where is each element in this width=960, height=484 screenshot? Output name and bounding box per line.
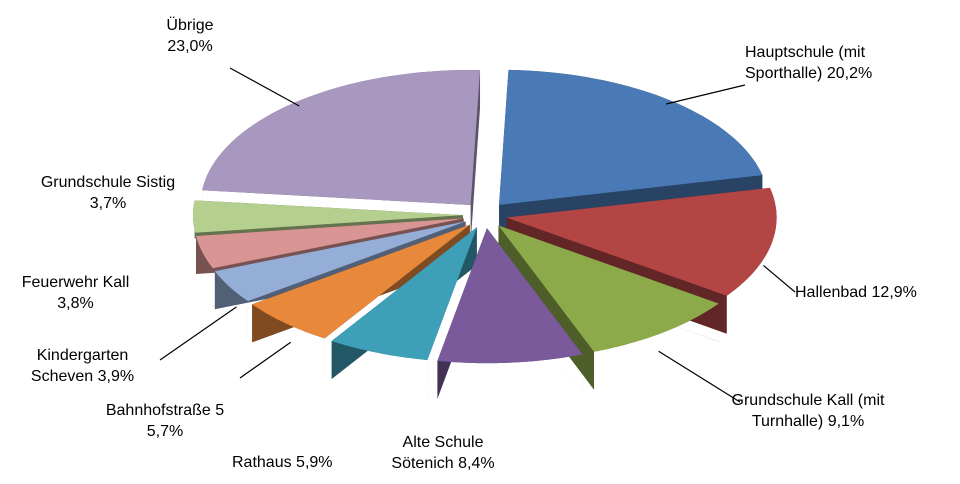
slice [506,187,777,296]
category-name: Grundschule Kall (mit Turnhalle) [731,392,885,430]
leader-line [229,67,300,107]
leader-line [665,84,746,105]
category-name: Alte Schule Sötenich [391,434,484,472]
category-name: Bahnhofstraße 5 [105,402,225,419]
slice-label: Grundschule Kall (mit Turnhalle) 9,1% [728,390,888,432]
leader-line [239,341,292,379]
leader-line [763,264,796,293]
category-name: Feuerwehr Kall [21,274,130,291]
category-name: Hallenbad [795,284,868,301]
value-label: 3,8% [57,295,94,312]
leader-line [658,350,741,403]
slice [252,224,470,339]
slice [499,69,763,205]
value-label: 5,7% [146,423,184,440]
value-label: 9,1% [827,413,865,430]
category-name: Rathaus [232,454,292,471]
slice [193,200,464,233]
leader-line [159,306,237,361]
category-name: Kindergarten Scheven [30,347,129,385]
value-label: 23,0% [167,38,213,55]
value-label: 8,4% [458,455,495,472]
value-label: 3,7% [89,195,127,212]
slice-label: Kindergarten Scheven 3,9% [10,345,155,387]
slice-label: Hallenbad 12,9% [795,282,960,303]
value-label: 20,2% [826,65,873,82]
slice [437,228,583,364]
slice-label: Feuerwehr Kall 3,8% [8,272,143,314]
slice-label: Alte Schule Sötenich 8,4% [378,432,508,474]
value-label: 5,9% [296,454,333,471]
slice-label: Grundschule Sistig 3,7% [38,172,178,214]
value-label: 3,9% [97,368,135,385]
slice [498,225,719,352]
category-name: Hauptschule (mit Sporthalle) [745,44,866,82]
slice [202,70,480,206]
slice [214,221,466,302]
slice-label: Bahnhofstraße 5 5,7% [90,400,240,442]
slice [196,218,464,269]
category-name: Übrige [166,17,214,34]
slice [331,227,477,360]
value-label: 12,9% [871,284,917,301]
slice-label: Übrige 23,0% [150,15,230,57]
slice-label: Hauptschule (mit Sporthalle) 20,2% [745,42,920,84]
slice-label: Rathaus 5,9% [232,452,382,473]
category-name: Grundschule Sistig [40,174,176,191]
